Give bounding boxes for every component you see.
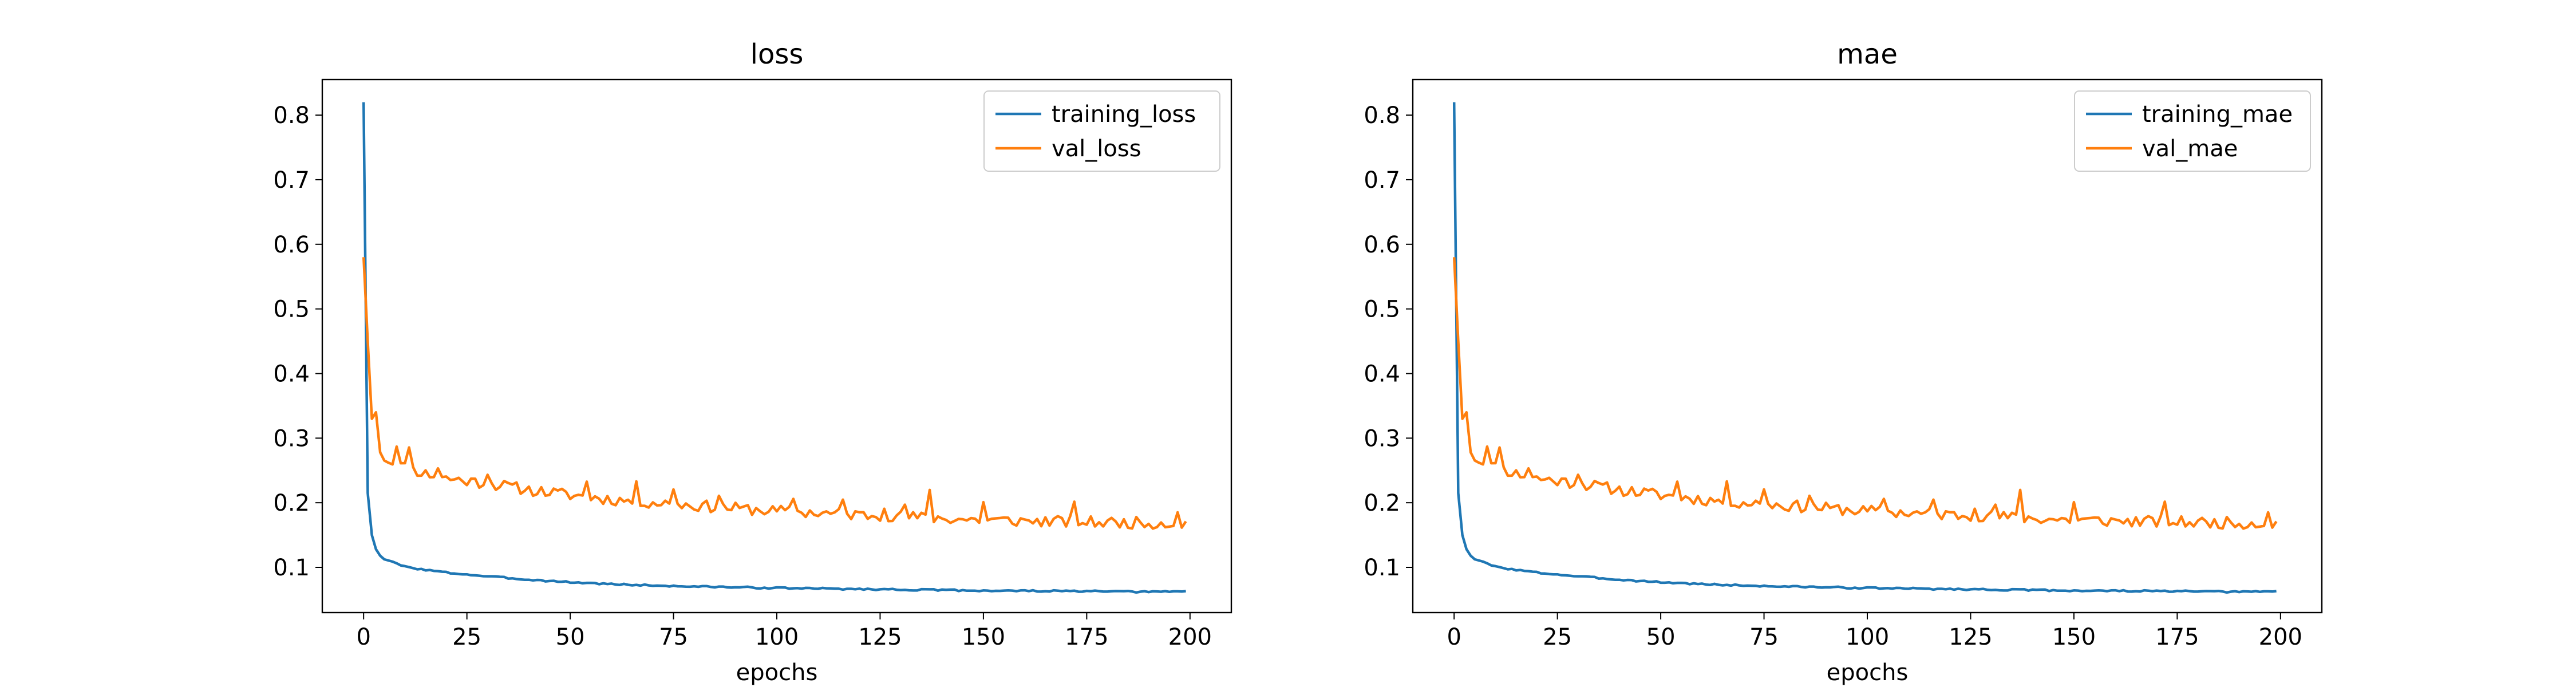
loss-chart-ticks: 0 25 50 75 100 125 150 175 200 0.1 0.2 0.3 0.4 0.5 0.6…: [273, 102, 1212, 650]
y-tick-label: 0.5: [273, 297, 310, 323]
x-tick-label: 100: [1846, 624, 1889, 650]
mae-chart-frame: [1412, 78, 2323, 614]
legend-label: val_mae: [2142, 136, 2238, 162]
loss-chart-series: [362, 102, 1187, 594]
x-tick-label: 0: [1447, 624, 1461, 650]
x-tick-label: 175: [2155, 624, 2199, 650]
legend-label: val_loss: [1052, 136, 1141, 162]
y-tick-label: 0.4: [1364, 361, 1400, 387]
y-tick-label: 0.7: [273, 167, 310, 194]
x-tick-label: 175: [1065, 624, 1108, 650]
x-tick-label: 125: [858, 624, 902, 650]
x-tick-label: 75: [1749, 624, 1779, 650]
y-tick-label: 0.3: [1364, 425, 1400, 452]
x-tick-label: 50: [556, 624, 585, 650]
mae-chart-ticks: 0 25 50 75 100 125 150 175 200 0.1 0.2 0.3 0.4 0.5 0.6…: [1364, 102, 2302, 650]
x-tick-label: 200: [2259, 624, 2302, 650]
x-tick-label: 100: [755, 624, 799, 650]
x-tick-label: 200: [1168, 624, 1212, 650]
series-line-training-mae: [1452, 102, 2277, 594]
x-tick-label: 125: [1949, 624, 1992, 650]
x-tick-label: 0: [356, 624, 370, 650]
x-tick-label: 25: [452, 624, 481, 650]
x-tick-label: 150: [2052, 624, 2096, 650]
series-line-val-loss: [362, 257, 1187, 530]
loss-chart-title: loss: [750, 38, 804, 70]
loss-chart-xlabel: epochs: [736, 660, 818, 686]
legend-label: training_loss: [1052, 101, 1196, 128]
x-tick-label: 50: [1646, 624, 1676, 650]
series-line-val-mae: [1452, 257, 2278, 530]
y-tick-label: 0.6: [273, 232, 310, 258]
y-tick-label: 0.2: [273, 490, 310, 516]
x-tick-label: 25: [1543, 624, 1572, 650]
series-line-training-loss: [362, 102, 1186, 594]
legend-box: [983, 90, 1220, 172]
legend-box: [2074, 90, 2311, 172]
y-tick-label: 0.2: [1364, 490, 1400, 516]
loss-chart: loss epochs 0 25 50 75 100 125 150 175 200 0.1 0.2…: [273, 38, 1232, 686]
mae-chart-legend: training_mae val_mae: [2074, 90, 2311, 172]
y-tick-label: 0.5: [1364, 297, 1400, 323]
mae-chart: mae epochs 0 25 50 75 100 125 150 175 2000.10.20…: [1364, 38, 2323, 686]
y-tick-label: 0.1: [273, 555, 310, 581]
y-tick-label: 0.7: [1364, 167, 1400, 194]
y-tick-label: 0.4: [273, 361, 310, 387]
mae-chart-xlabel: epochs: [1827, 660, 1909, 686]
loss-chart-legend: training_loss val_loss: [983, 90, 1220, 172]
mae-chart-title: mae: [1837, 38, 1898, 70]
legend-label: training_mae: [2142, 101, 2293, 128]
y-tick-label: 0.6: [1364, 232, 1400, 258]
y-tick-label: 0.1: [1364, 555, 1400, 581]
y-tick-label: 0.8: [273, 102, 310, 129]
x-tick-label: 150: [962, 624, 1005, 650]
loss-chart-frame: [321, 78, 1232, 614]
y-tick-label: 0.8: [1364, 102, 1400, 129]
y-tick-label: 0.3: [273, 425, 310, 452]
mae-chart-series: [1452, 102, 2278, 594]
x-tick-label: 75: [659, 624, 688, 650]
